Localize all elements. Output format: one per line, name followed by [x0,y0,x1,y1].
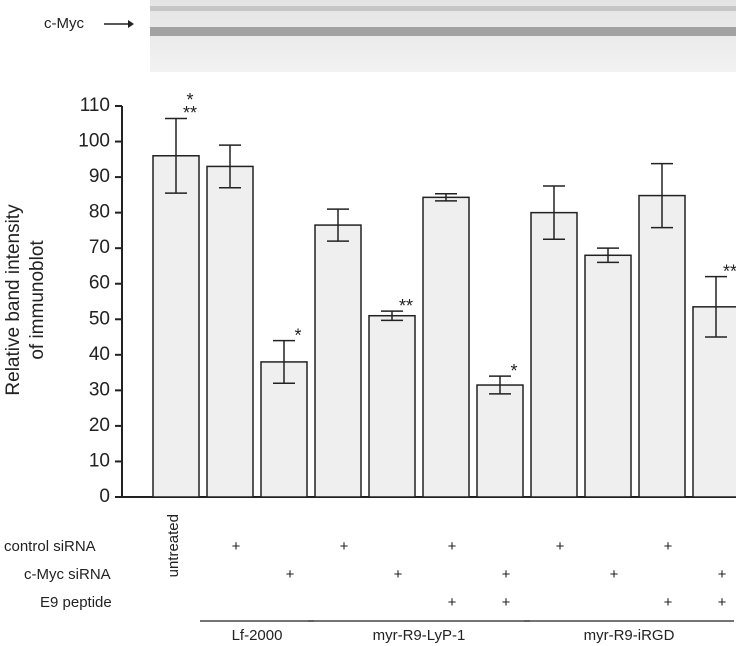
error-bar [219,144,241,189]
error-bar [597,247,619,264]
bar [692,306,736,498]
error-bar [435,193,457,202]
significance-label: * [510,361,517,381]
error-bar [381,310,403,322]
condition-mark: + [448,538,457,555]
condition-mark: + [664,538,673,555]
y-axis-label: Relative band intensity [3,204,24,396]
error-bar [165,117,187,194]
condition-mark: + [502,594,511,611]
bar [368,314,416,498]
bar [314,224,362,498]
y-tick-label: 0 [99,486,110,507]
group-label: Lf-2000 [232,627,283,644]
condition-mark: + [556,538,565,555]
error-bar [327,208,349,242]
y-tick-label: 100 [78,131,110,152]
condition-label: c-Myc siRNA [24,566,111,583]
y-tick-label: 40 [89,344,110,365]
y-tick-label: 20 [89,415,110,436]
bar [530,211,578,498]
y-tick-label: 90 [89,166,110,187]
error-bar [705,275,727,338]
bar [152,155,200,498]
condition-mark: + [286,566,295,583]
y-tick-label: 50 [89,308,110,329]
y-tick-label: 80 [89,202,110,223]
error-bar [651,162,673,229]
significance-label: ** [723,261,736,281]
condition-mark: + [718,566,727,583]
y-axis-label: of immunoblot [27,240,48,360]
y-tick-label: 60 [89,273,110,294]
error-bar [273,339,295,385]
bar [584,254,632,498]
bar [206,165,254,498]
significance-label: ** [183,103,197,123]
blot-image [150,0,736,72]
y-tick-label: 10 [89,450,110,471]
condition-label: control siRNA [4,538,96,555]
group-label: myr-R9-LyP-1 [373,627,466,644]
error-bar [489,375,511,395]
condition-mark: + [502,566,511,583]
y-tick-label: 30 [89,379,110,400]
condition-mark: + [340,538,349,555]
condition-label: E9 peptide [40,594,112,611]
group-label: myr-R9-iRGD [584,627,675,644]
blot-label: c-Myc [44,15,84,32]
condition-mark: + [232,538,241,555]
significance-label: * [294,325,301,345]
condition-mark: + [394,566,403,583]
condition-mark: + [610,566,619,583]
y-tick-label: 70 [89,237,110,258]
error-bar [543,185,565,241]
bar [476,384,524,498]
blot-arrow [104,20,134,28]
condition-mark: + [448,594,457,611]
y-tick-label: 110 [80,95,110,116]
bar [422,196,470,498]
condition-mark: + [718,594,727,611]
significance-label: ** [399,296,413,316]
bar [260,361,308,498]
condition-mark: + [664,594,673,611]
significance-label: * [186,90,193,110]
x-tick-label: untreated [165,514,182,577]
bar [638,194,686,498]
